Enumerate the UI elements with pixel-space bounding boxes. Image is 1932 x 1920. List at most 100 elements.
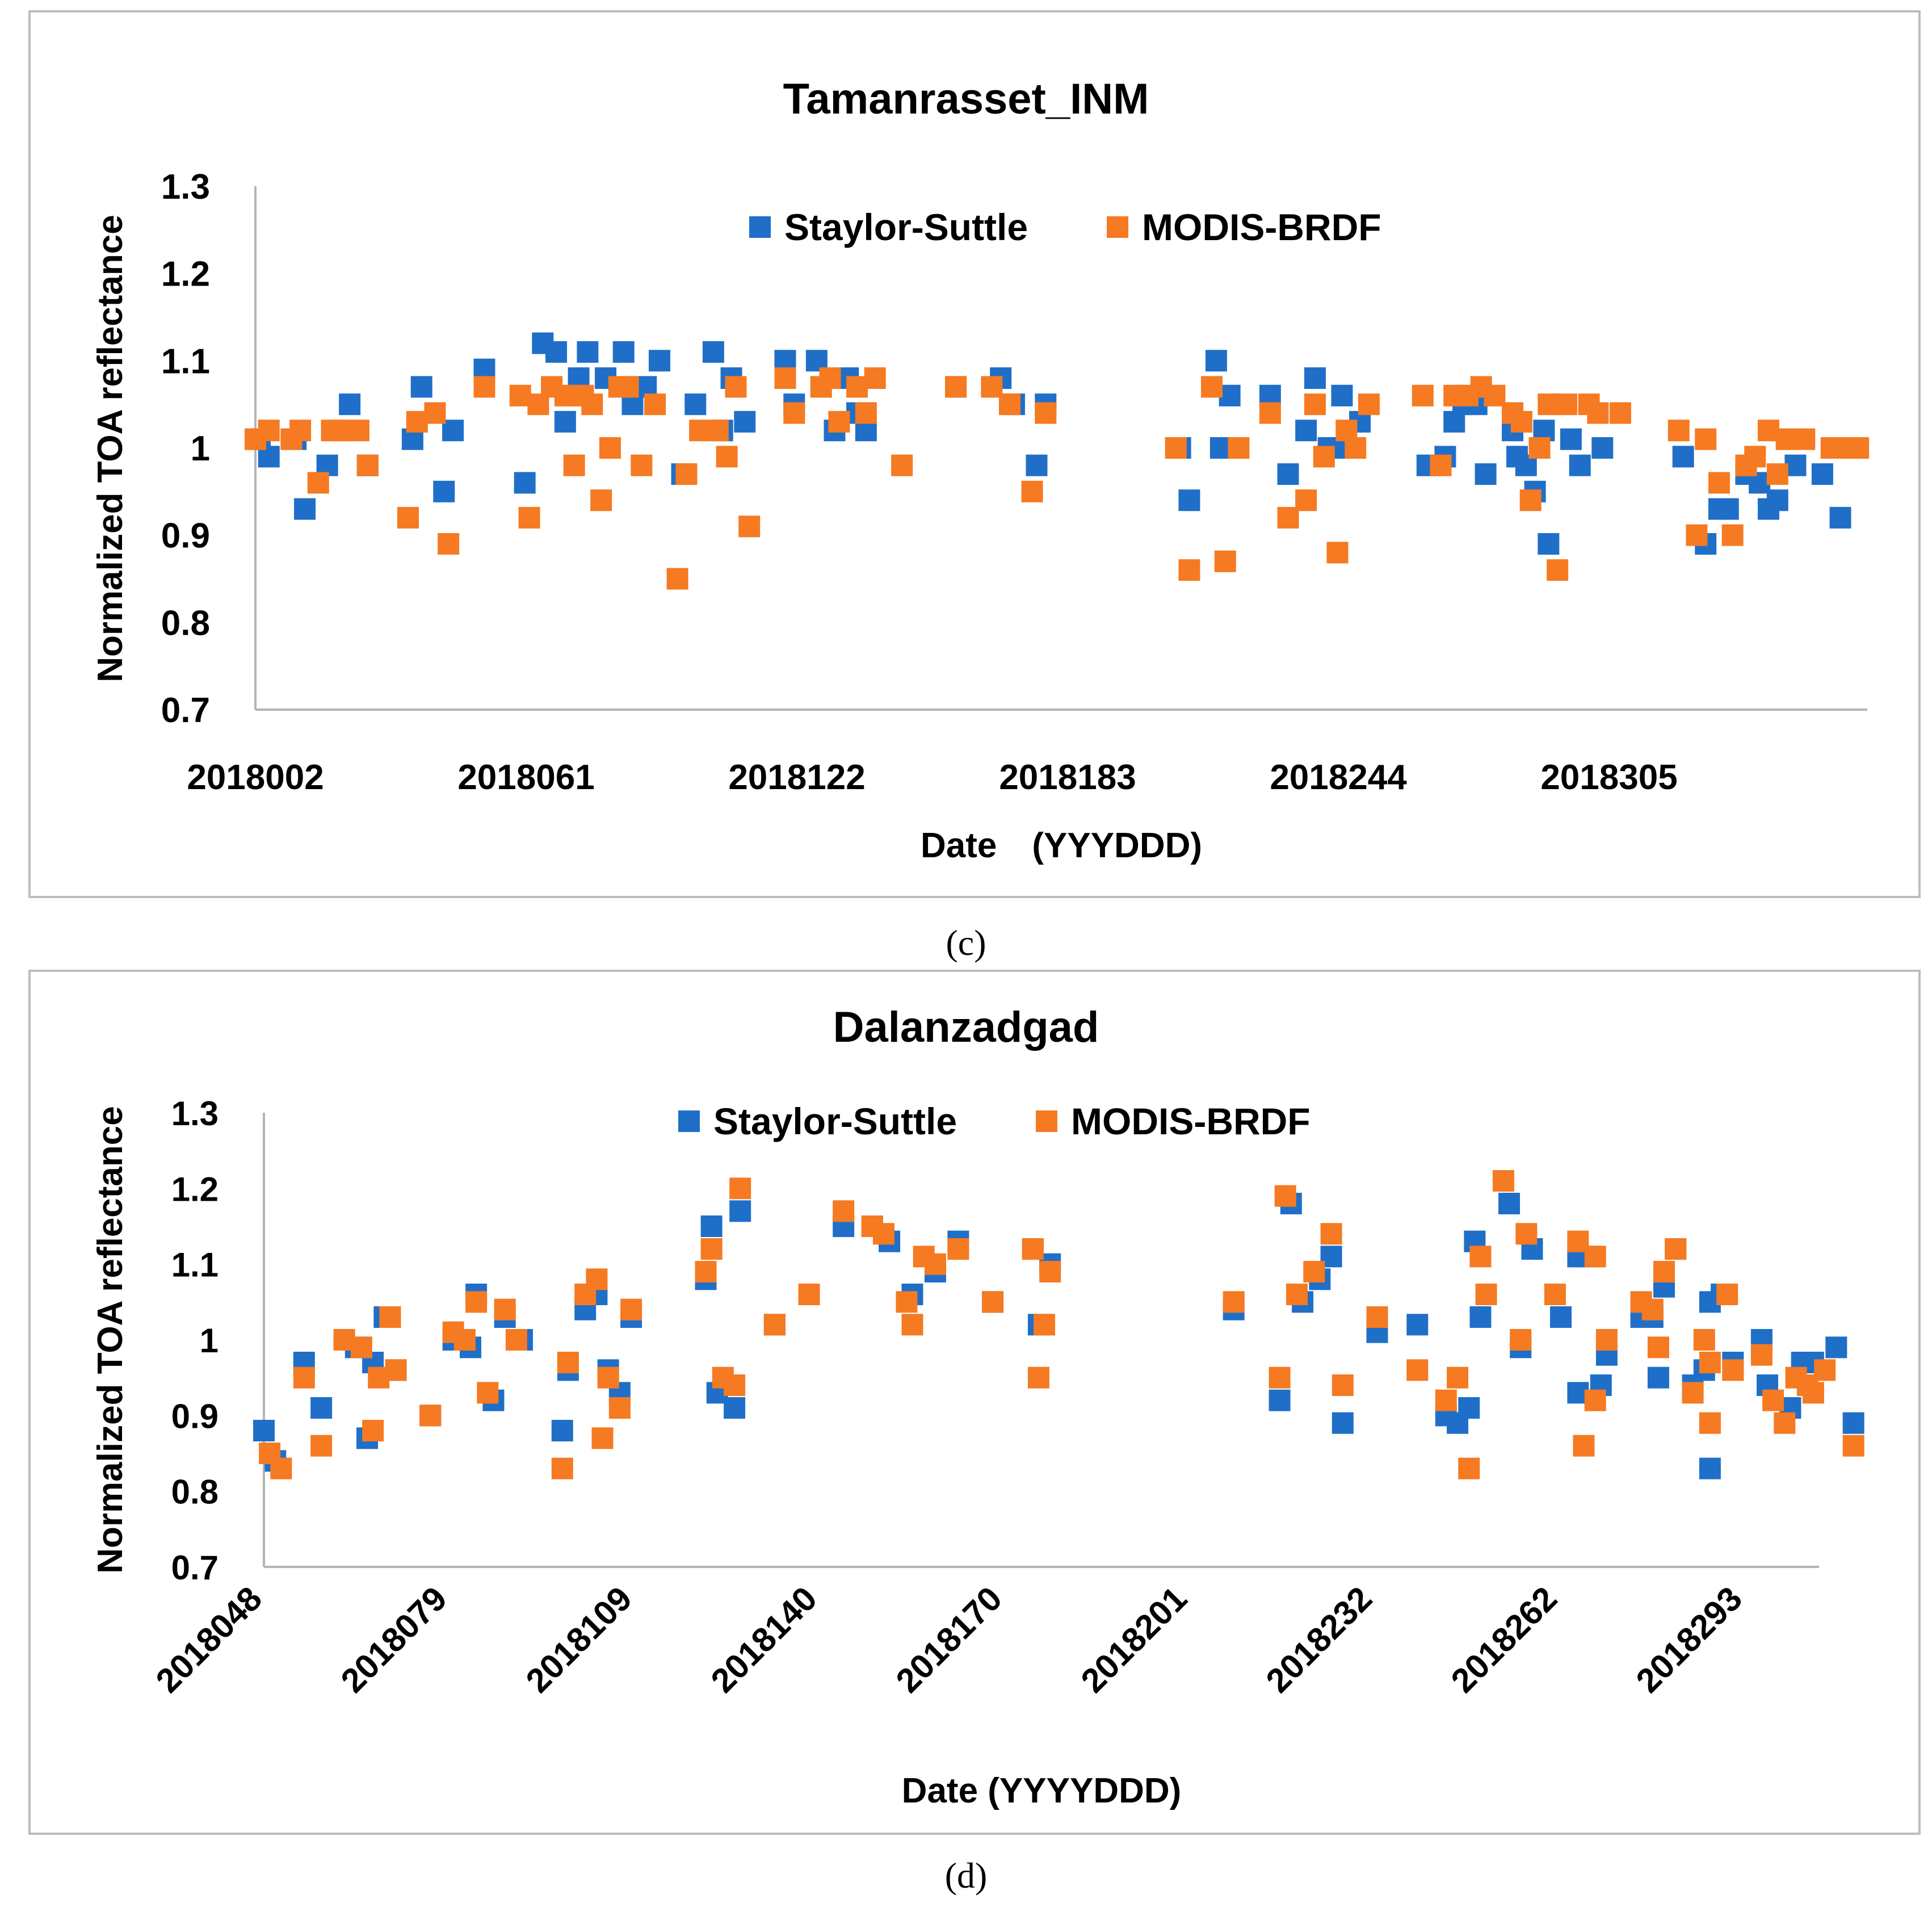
panel-c-staylor-suttle-point [339, 393, 361, 416]
panel-d-staylor-suttle-point [1550, 1306, 1572, 1328]
panel-d-modis-brdf-point [591, 1427, 614, 1449]
panel-c-x-tick-label: 2018122 [728, 758, 865, 797]
panel-d-modis-brdf-point [1647, 1336, 1669, 1359]
panel-c-y-tick-label: 0.9 [161, 517, 210, 556]
panel-c-modis-brdf-point [1609, 402, 1631, 424]
panel-c-modis-brdf-point [1178, 559, 1200, 581]
panel-c-modis-brdf-point [1668, 420, 1690, 442]
panel-c-y-tick-label: 1.3 [161, 167, 210, 207]
panel-d-modis-brdf-point [1022, 1238, 1044, 1260]
panel-d-staylor-suttle-point [1406, 1314, 1429, 1336]
panel-c-modis-brdf-point [783, 402, 805, 424]
panel-d-modis-brdf-point [1693, 1329, 1715, 1351]
panel-c-x-tick-label: 2018244 [1270, 758, 1407, 797]
panel-d-legend-staylor-suttle-marker [678, 1110, 700, 1132]
panel-d-modis-brdf-point [700, 1238, 723, 1260]
panel-d-modis-brdf-point [350, 1336, 372, 1359]
panel-c-modis-brdf-point [1528, 437, 1551, 459]
panel-d-modis-brdf-point [1573, 1435, 1595, 1457]
panel-c-modis-brdf-point [1708, 472, 1730, 494]
panel-d-staylor-suttle-point [700, 1215, 723, 1237]
panel-d-modis-brdf-point [1469, 1246, 1492, 1268]
panel-d-staylor-suttle-point [724, 1397, 746, 1419]
panel-c-y-axis-title: Normalized TOA reflectance [91, 215, 130, 682]
panel-c-staylor-suttle-point [577, 341, 599, 363]
panel-d-modis-brdf-point [551, 1457, 573, 1479]
panel-d-modis-brdf-point [293, 1366, 315, 1389]
panel-d-modis-brdf-point [1406, 1359, 1429, 1381]
panel-c-y-tick-label: 1 [191, 429, 210, 468]
panel-d-modis-brdf-point [477, 1382, 499, 1404]
panel-d-modis-brdf-point [1722, 1359, 1744, 1381]
panel-d-modis-brdf-point [1034, 1314, 1056, 1336]
panel-d-modis-brdf-point [1699, 1412, 1721, 1434]
panel-c-modis-brdf-point [891, 454, 913, 476]
panel-c-staylor-suttle-point [1205, 350, 1227, 372]
panel-c-modis-brdf-point [617, 376, 639, 398]
panel-c-staylor-suttle-point [433, 480, 455, 502]
panel-d-y-tick-label: 0.8 [171, 1473, 219, 1511]
panel-d-staylor-suttle-point [310, 1397, 333, 1419]
panel-c-modis-brdf-point [1304, 393, 1326, 416]
panel-d-modis-brdf-point [1320, 1223, 1342, 1245]
panel-c-modis-brdf-point [1295, 489, 1317, 512]
panel-c-modis-brdf-point [675, 463, 698, 485]
panel-c-staylor-suttle-point [612, 341, 635, 363]
panel-c-legend-modis-brdf-marker [1107, 216, 1128, 238]
panel-d-modis-brdf-point [1641, 1298, 1664, 1320]
panel-d-modis-brdf-point [419, 1405, 442, 1427]
panel-c-modis-brdf-point [1695, 428, 1717, 450]
panel-d-modis-brdf-point [872, 1223, 894, 1245]
panel-c-modis-brdf-point [1214, 550, 1236, 572]
panel-d-caption: (d) [945, 1855, 988, 1896]
panel-c-modis-brdf-point [397, 506, 419, 529]
panel-d-modis-brdf-point [1274, 1185, 1296, 1207]
panel-c-modis-brdf-point [424, 402, 446, 424]
panel-d-modis-brdf-point [1716, 1284, 1738, 1305]
panel-c-modis-brdf-point [307, 472, 329, 494]
panel-c-modis-brdf-point [738, 515, 761, 538]
panel-c-modis-brdf-point [864, 367, 886, 389]
panel-c-staylor-suttle-point [1475, 463, 1497, 485]
panel-d-staylor-suttle-point [551, 1420, 573, 1441]
panel-c-staylor-suttle-point [1569, 454, 1591, 476]
panel-d-modis-brdf-point [1665, 1238, 1687, 1260]
panel-c-modis-brdf-point [347, 420, 369, 442]
panel-d-title: Dalanzadgad [833, 1003, 1099, 1051]
panel-c-modis-brdf-point [855, 402, 877, 424]
panel-d-modis-brdf-point [1269, 1366, 1291, 1389]
panel-c-staylor-suttle-point [1717, 498, 1739, 520]
panel-d-modis-brdf-point [385, 1359, 407, 1381]
panel-c-modis-brdf-point [1519, 489, 1542, 512]
panel-c-modis-brdf-point [356, 454, 379, 476]
panel-c-modis-brdf-point [1555, 393, 1577, 416]
panel-c-staylor-suttle-point [1538, 533, 1560, 555]
panel-c-modis-brdf-point [725, 376, 747, 398]
panel-c-staylor-suttle-point [648, 350, 670, 372]
panel-d-modis-brdf-point [1510, 1329, 1532, 1351]
panel-d-modis-brdf-point [695, 1261, 717, 1282]
panel-d-staylor-suttle-point [1458, 1397, 1480, 1419]
panel-d-modis-brdf-point [362, 1420, 384, 1441]
panel-c-modis-brdf-point [1358, 393, 1380, 416]
panel-d-modis-brdf-point [833, 1200, 855, 1222]
panel-c-staylor-suttle-point [1811, 463, 1833, 485]
panel-d-modis-brdf-point [465, 1291, 488, 1313]
panel-d-modis-brdf-point [505, 1329, 527, 1351]
panel-c-y-tick-label: 0.8 [161, 603, 210, 643]
panel-c-plot: 0.7 0.8 0.9 1 1.1 1.2 1.3 2018002 2018061 2018122… [91, 167, 1870, 865]
panel-c-modis-brdf-point [1721, 524, 1744, 546]
panel-d-staylor-suttle-point [1699, 1457, 1721, 1479]
panel-d-modis-brdf-point [729, 1177, 751, 1200]
panel-d-modis-brdf-point [1814, 1359, 1836, 1381]
panel-c-modis-brdf-point [563, 454, 585, 476]
panel-c-modis-brdf-point [1430, 454, 1452, 476]
panel-c-x-axis-title: Date (YYYDDD) [921, 826, 1202, 865]
panel-c-modis-brdf-point [1766, 463, 1788, 485]
panel-c-staylor-suttle-point [1591, 437, 1614, 459]
panel-d-modis-brdf-point [947, 1238, 969, 1260]
panel-d-modis-brdf-point [1027, 1366, 1049, 1389]
panel-c-staylor-suttle-point [1331, 384, 1353, 406]
panel-c-modis-brdf-point [999, 393, 1021, 416]
panel-d-modis-brdf-point [1435, 1389, 1457, 1411]
